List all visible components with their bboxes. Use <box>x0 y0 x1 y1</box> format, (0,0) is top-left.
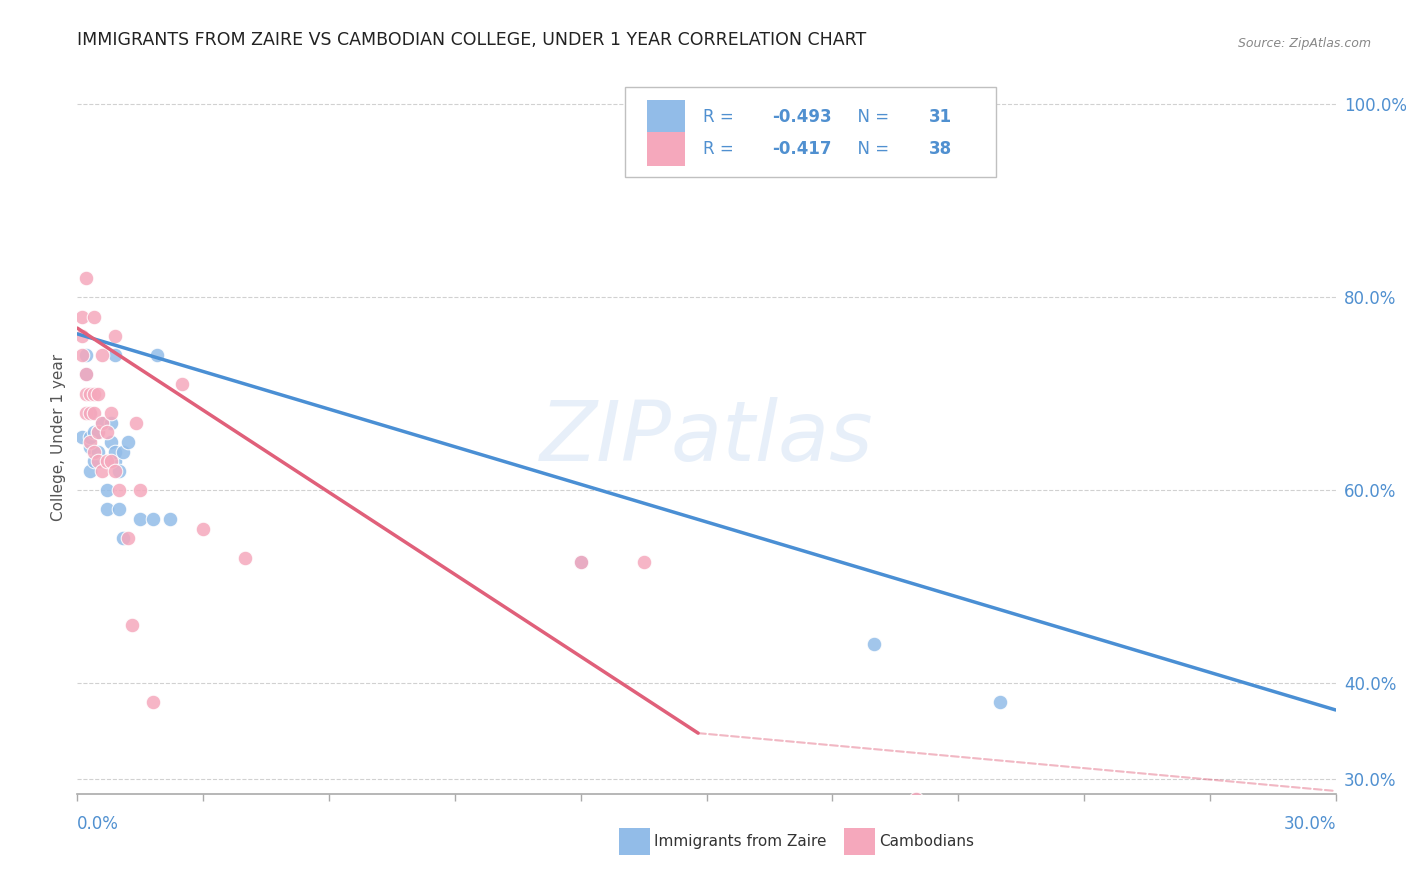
Point <box>83 425 105 440</box>
Text: -0.417: -0.417 <box>772 140 831 158</box>
Point <box>70 328 93 343</box>
Point <box>108 483 131 497</box>
Bar <box>647 100 685 135</box>
Bar <box>647 132 685 166</box>
Text: Cambodians: Cambodians <box>879 834 974 848</box>
Point <box>905 791 928 805</box>
Text: N =: N = <box>848 140 894 158</box>
Point <box>87 425 110 440</box>
Point <box>104 328 127 343</box>
Point <box>100 434 122 449</box>
Point <box>100 416 122 430</box>
Point <box>70 430 93 444</box>
Text: R =: R = <box>703 140 738 158</box>
Point <box>633 556 655 570</box>
Text: Source: ZipAtlas.com: Source: ZipAtlas.com <box>1237 37 1371 51</box>
Point <box>569 556 592 570</box>
Point <box>100 406 122 420</box>
Point <box>104 464 127 478</box>
Text: IMMIGRANTS FROM ZAIRE VS CAMBODIAN COLLEGE, UNDER 1 YEAR CORRELATION CHART: IMMIGRANTS FROM ZAIRE VS CAMBODIAN COLLE… <box>77 31 866 49</box>
Point <box>863 637 886 651</box>
Point <box>108 464 131 478</box>
Text: 31: 31 <box>929 109 952 127</box>
Point <box>191 522 215 536</box>
Point <box>87 386 110 401</box>
FancyBboxPatch shape <box>624 87 995 177</box>
Point <box>121 618 143 632</box>
Point <box>91 416 114 430</box>
Point <box>125 416 148 430</box>
Point <box>117 434 139 449</box>
Point <box>79 464 101 478</box>
Point <box>142 695 165 709</box>
Point <box>91 348 114 362</box>
Point <box>233 550 256 565</box>
Point <box>79 434 101 449</box>
Point <box>75 406 97 420</box>
Text: 38: 38 <box>929 140 952 158</box>
Point <box>87 454 110 468</box>
Point <box>79 386 101 401</box>
Point <box>70 310 93 324</box>
Point <box>83 444 105 458</box>
Point <box>142 512 165 526</box>
Point <box>96 502 118 516</box>
Point <box>96 483 118 497</box>
Text: Immigrants from Zaire: Immigrants from Zaire <box>654 834 827 848</box>
Point <box>83 406 105 420</box>
Point <box>91 464 114 478</box>
Text: -0.493: -0.493 <box>772 109 831 127</box>
Point <box>569 556 592 570</box>
Point <box>100 454 122 468</box>
Point <box>79 406 101 420</box>
Point <box>129 483 152 497</box>
Text: R =: R = <box>703 109 738 127</box>
Point <box>75 386 97 401</box>
Text: ZIPatlas: ZIPatlas <box>540 397 873 477</box>
Point <box>87 425 110 440</box>
Y-axis label: College, Under 1 year: College, Under 1 year <box>51 353 66 521</box>
Point <box>75 271 97 285</box>
Point <box>172 377 194 392</box>
Point <box>108 502 131 516</box>
Point <box>96 425 118 440</box>
Point <box>79 440 101 454</box>
Point <box>91 416 114 430</box>
Point <box>96 454 118 468</box>
Point <box>146 348 169 362</box>
Point <box>87 444 110 458</box>
Point <box>75 348 97 362</box>
Point <box>83 386 105 401</box>
Point <box>104 444 127 458</box>
Point <box>117 532 139 546</box>
Point <box>83 310 105 324</box>
Point <box>79 406 101 420</box>
Point <box>159 512 181 526</box>
Point <box>112 532 135 546</box>
Point <box>70 348 93 362</box>
Point <box>988 695 1011 709</box>
Point <box>129 512 152 526</box>
Point <box>75 368 97 382</box>
Point <box>75 368 97 382</box>
Point <box>112 444 135 458</box>
Text: 30.0%: 30.0% <box>1284 815 1336 833</box>
Text: N =: N = <box>848 109 894 127</box>
Point <box>104 454 127 468</box>
Point <box>79 430 101 444</box>
Point <box>83 454 105 468</box>
Point <box>104 348 127 362</box>
Text: 0.0%: 0.0% <box>77 815 120 833</box>
